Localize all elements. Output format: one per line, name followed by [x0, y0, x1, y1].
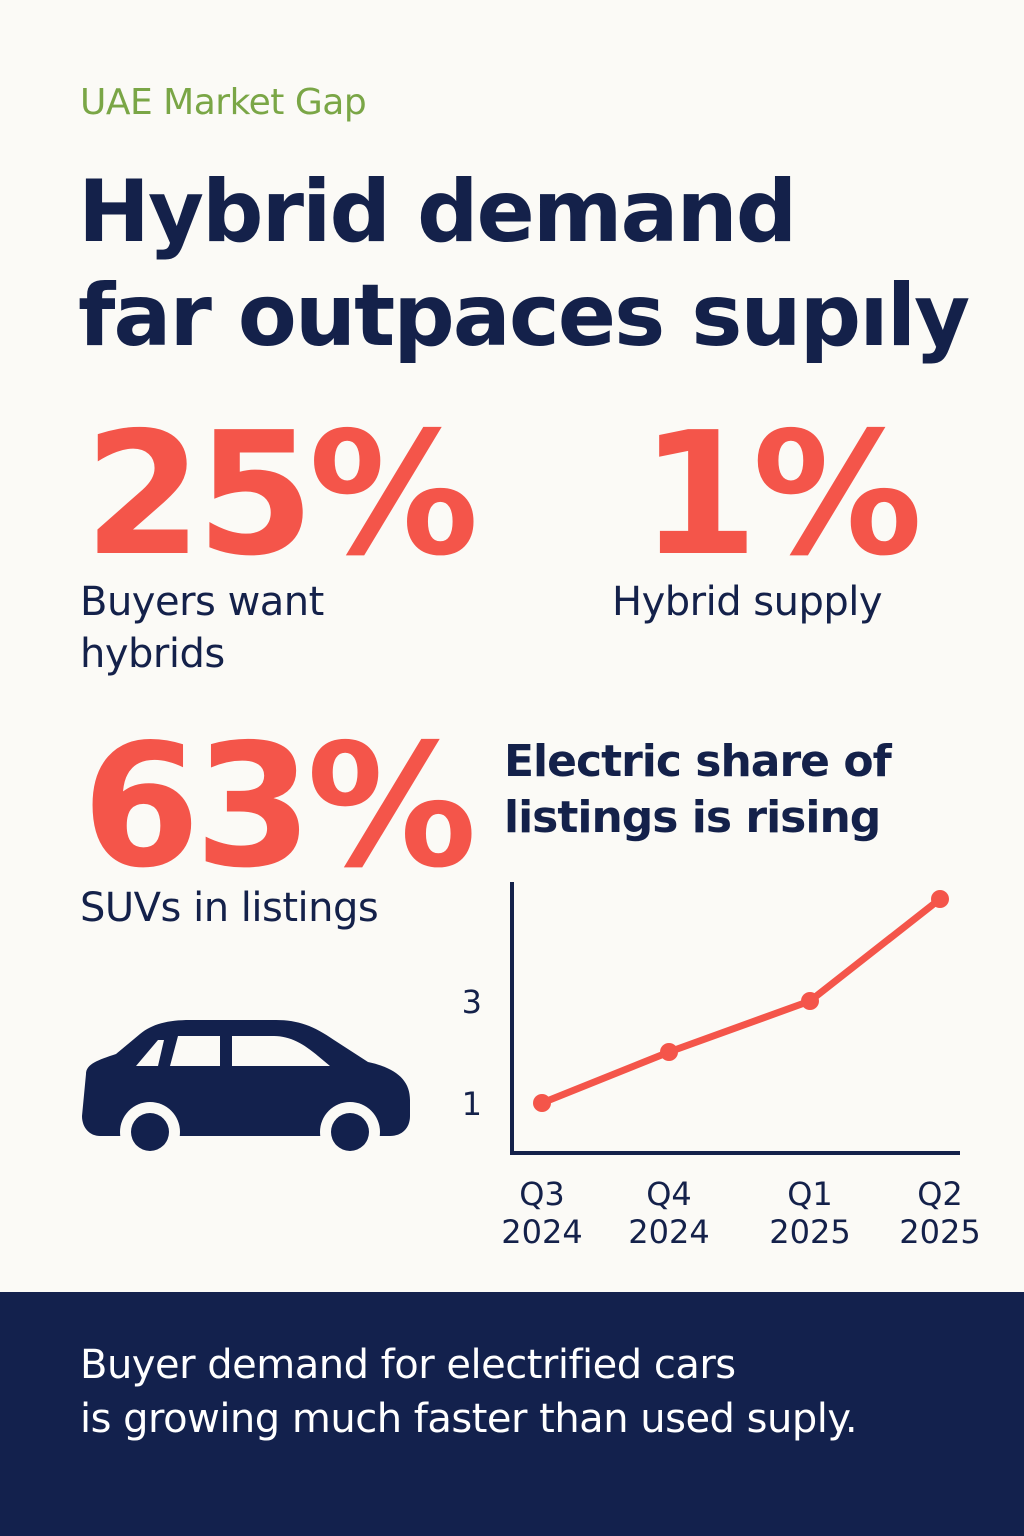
footer-banner: Buyer demand for electrified cars is gro… [0, 1292, 1024, 1536]
x-tick-label: Q2 2025 [899, 1175, 980, 1251]
stat-suvs-value: 63% [82, 708, 477, 906]
stat-suvs-label: SUVs in listings [80, 885, 379, 931]
page-title-line-2: far outpaces supıly [78, 266, 970, 366]
x-tick-label: Q4 2024 [628, 1175, 709, 1251]
data-point [660, 1043, 678, 1061]
footer-message: Buyer demand for electrified cars is gro… [80, 1338, 858, 1446]
car-icon [82, 1020, 410, 1156]
kicker-label: UAE Market Gap [80, 82, 367, 123]
chart-title: Electric share of listings is rising [504, 736, 892, 843]
y-tick-label: 1 [462, 1085, 482, 1123]
stat-hybrid-supply-value: 1% [640, 396, 923, 594]
page-title: Hybrid demand far outpaces supıly [78, 160, 970, 368]
x-tick-label: Q1 2025 [769, 1175, 850, 1251]
footer-line-2: is growing much faster than used suply. [80, 1396, 858, 1442]
electric-share-line-chart: 1 3 Q3 2024 Q4 2024 Q1 2025 Q2 2025 [462, 882, 981, 1251]
data-point [533, 1094, 551, 1112]
data-point [801, 992, 819, 1010]
series-line [538, 895, 944, 1107]
page-title-line-1: Hybrid demand [78, 162, 797, 262]
footer-line-1: Buyer demand for electrified cars [80, 1342, 736, 1388]
data-point [931, 890, 949, 908]
x-tick-label: Q3 2024 [501, 1175, 582, 1251]
stat-buyers-want-hybrids-label: Buyers want hybrids [80, 579, 324, 677]
stat-hybrid-supply-label: Hybrid supply [612, 579, 883, 625]
stat-buyers-want-hybrids-value: 25% [84, 396, 479, 594]
y-tick-label: 3 [462, 983, 482, 1021]
